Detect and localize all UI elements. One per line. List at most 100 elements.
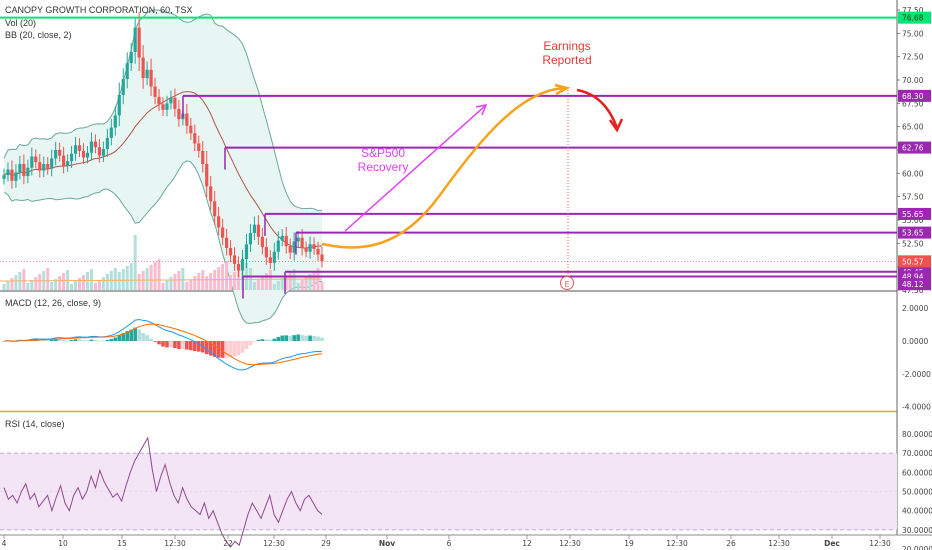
volume-bar — [264, 273, 268, 290]
x-tick-label: 26 — [726, 539, 736, 548]
macd-histogram-bar — [145, 335, 149, 341]
y-tick-label: 60.00 — [902, 169, 924, 178]
volume-bar — [14, 275, 18, 290]
candle-body — [193, 133, 197, 144]
candle-body — [260, 236, 264, 248]
candle-body — [173, 97, 177, 109]
y-tick-label: 52.50 — [902, 239, 924, 248]
macd-histogram-bar — [193, 341, 197, 352]
candle-body — [225, 237, 229, 248]
macd-histogram-bar — [284, 335, 289, 341]
volume-bar — [62, 273, 66, 290]
volume-bar — [137, 274, 141, 290]
macd-histogram-bar — [236, 341, 241, 356]
y-tick-label: 55.00 — [902, 216, 924, 225]
volume-bar — [209, 273, 213, 290]
volume-label[interactable]: Vol (20) — [5, 18, 37, 28]
candle-body — [201, 150, 205, 164]
horizontal-levels[interactable] — [0, 16, 897, 299]
volume-bar — [157, 259, 161, 290]
macd-histogram-bar — [81, 340, 86, 341]
candle-body — [58, 150, 62, 156]
candle-body — [161, 104, 165, 110]
macd-histogram-bar — [121, 333, 126, 341]
candle-body — [129, 52, 133, 64]
volume-bar — [225, 261, 229, 290]
volume-bar — [193, 276, 197, 290]
recovery-arrow — [344, 105, 486, 232]
macd-histogram-bar — [125, 331, 130, 341]
volume-bar — [113, 268, 117, 290]
time-axis[interactable]: 4 10 15 12:30 22 12:30 29 Nov 6 12 12:30 19 12:30 26 1… — [2, 535, 891, 548]
macd-pane[interactable] — [2, 318, 324, 371]
volume-bar — [26, 283, 30, 290]
macd-histogram-bar — [264, 339, 269, 341]
macd-line — [3, 318, 323, 371]
macd-histogram-bar — [97, 340, 102, 342]
macd-label[interactable]: MACD (12, 26, close, 9) — [5, 298, 102, 308]
rsi-label[interactable]: RSI (14, close) — [5, 419, 65, 429]
x-tick-label: Dec — [824, 539, 840, 548]
candle-body — [38, 162, 42, 171]
macd-histogram-bar — [77, 339, 82, 341]
candle-body — [105, 137, 109, 150]
x-tick-label: 22 — [223, 539, 233, 548]
candle-body — [316, 248, 320, 255]
candle-body — [264, 247, 268, 258]
bollinger-label[interactable]: BB (20, close, 2) — [5, 30, 72, 40]
price-axis[interactable]: 77.5075.0072.5070.0067.5065.0062.5060.00… — [897, 6, 932, 550]
rsi-pane[interactable] — [0, 436, 897, 548]
candle-body — [137, 27, 141, 58]
candle-body — [197, 143, 201, 151]
macd-histogram-bar — [85, 340, 90, 342]
candlesticks[interactable] — [0, 12, 897, 279]
volume-bar — [50, 282, 54, 290]
volume-bar — [6, 281, 10, 290]
candle-body — [189, 125, 193, 134]
candle-body — [165, 103, 169, 110]
rsi-tick-label: 20.0000 — [902, 545, 932, 550]
candle-body — [205, 164, 209, 187]
macd-histogram-bar — [224, 341, 229, 358]
macd-histogram-bar — [216, 341, 221, 358]
candle-body — [300, 237, 304, 248]
projection-curve — [321, 86, 566, 249]
rsi-tick-label: 60.0000 — [902, 468, 932, 477]
x-tick-label: 19 — [624, 539, 634, 548]
macd-histogram-bar — [89, 339, 94, 341]
macd-histogram-bar — [232, 341, 237, 357]
macd-tick-label: 0.0000 — [902, 337, 928, 346]
rsi-tick-label: 40.0000 — [902, 507, 932, 516]
price-tag — [898, 141, 931, 154]
volume-bar — [320, 282, 324, 290]
earnings-label: Reported — [542, 53, 591, 67]
x-tick-label: 4 — [2, 539, 7, 548]
rsi-tick-label: 30.0000 — [902, 526, 932, 535]
y-tick-label: 75.00 — [902, 29, 924, 38]
volume-bar — [38, 274, 42, 290]
volume-bar — [74, 281, 78, 290]
macd-histogram-bar — [173, 341, 177, 349]
candle-body — [113, 115, 117, 128]
candle-body — [66, 161, 70, 166]
macd-histogram-bar — [109, 338, 114, 341]
candle-body — [308, 244, 312, 252]
volume-bar — [284, 275, 288, 290]
symbol-title[interactable]: CANOPY GROWTH CORPORATION, 60, TSX — [5, 5, 193, 15]
candle-body — [145, 69, 149, 79]
y-tick-label: 65.00 — [902, 123, 924, 132]
macd-histogram-bar — [244, 341, 249, 350]
candle-body — [46, 164, 50, 169]
volume-bar — [256, 279, 260, 290]
earnings-label: Earnings — [543, 39, 590, 53]
volume-bar — [129, 263, 133, 290]
bollinger-lower — [3, 160, 323, 325]
drop-arrow — [576, 88, 619, 129]
candle-body — [272, 251, 276, 263]
volume-bar — [93, 283, 97, 290]
bollinger-band — [3, 9, 323, 325]
macd-histogram-bar — [101, 340, 106, 342]
price-tag — [898, 207, 931, 220]
